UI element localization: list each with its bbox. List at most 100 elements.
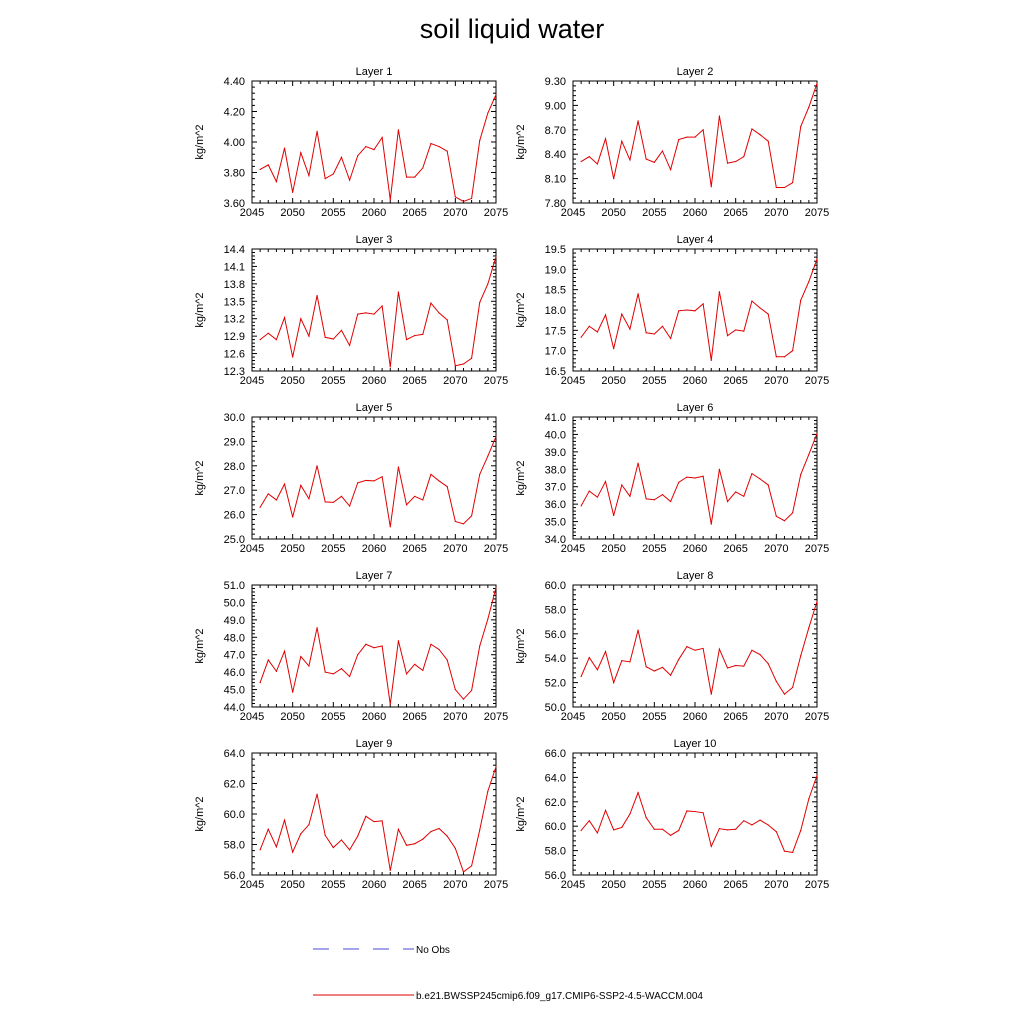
- y-tick-label: 28.0: [224, 461, 245, 473]
- y-tick-label: 4.00: [224, 137, 245, 149]
- y-tick-label: 34.0: [545, 534, 566, 546]
- x-tick-label: 2045: [240, 711, 264, 723]
- data-point: [751, 473, 753, 475]
- x-tick-label: 2060: [362, 207, 386, 219]
- panel-title: Layer 2: [677, 66, 714, 78]
- data-point: [726, 500, 729, 503]
- data-point: [308, 174, 310, 177]
- x-tick-label: 2050: [280, 207, 304, 219]
- y-tick-label: 49.0: [224, 615, 245, 627]
- panel-title: Layer 7: [356, 570, 393, 582]
- x-tick-label: 2060: [362, 375, 386, 387]
- x-tick-label: 2060: [362, 543, 386, 555]
- data-point: [580, 675, 582, 678]
- x-tick-label: 2065: [402, 207, 426, 219]
- data-point: [816, 258, 818, 260]
- x-tick-label: 2045: [240, 879, 264, 891]
- data-point: [259, 506, 261, 508]
- data-point: [357, 654, 359, 656]
- data-point: [686, 136, 688, 138]
- series-line: [259, 94, 497, 203]
- y-tick-label: 52.0: [545, 678, 566, 690]
- data-point: [332, 846, 334, 849]
- data-point: [487, 618, 489, 620]
- plot-frame: [251, 584, 497, 708]
- data-point: [702, 303, 704, 305]
- y-tick-label: 13.2: [224, 314, 245, 326]
- y-tick-label: 3.80: [224, 168, 245, 180]
- y-tick-label: 64.0: [545, 772, 566, 784]
- data-point: [267, 164, 269, 166]
- data-point: [308, 665, 310, 667]
- data-point: [588, 325, 590, 327]
- y-tick-label: 44.0: [224, 702, 245, 714]
- data-point: [332, 173, 334, 175]
- data-point: [259, 682, 261, 684]
- data-point: [775, 186, 777, 189]
- data-point: [767, 484, 769, 486]
- data-point: [365, 815, 367, 817]
- series-line: [580, 258, 818, 361]
- data-point: [661, 828, 664, 830]
- panel-title: Layer 5: [356, 402, 393, 414]
- data-point: [637, 120, 639, 122]
- x-tick-label: 2050: [280, 375, 304, 387]
- y-tick-label: 12.9: [224, 331, 245, 343]
- x-tick-label: 2055: [642, 375, 666, 387]
- y-tick-label: 41.0: [545, 412, 566, 424]
- data-point: [275, 499, 277, 501]
- data-point: [645, 498, 647, 500]
- x-tick-label: 2070: [443, 207, 467, 219]
- series-line: [259, 587, 497, 705]
- x-tick-label: 2045: [561, 375, 585, 387]
- data-point: [414, 495, 416, 497]
- x-tick-label: 2075: [484, 711, 508, 723]
- data-point: [357, 155, 359, 157]
- y-tick-label: 8.40: [545, 149, 566, 161]
- y-tick-label: 30.0: [224, 412, 245, 424]
- data-point: [808, 106, 810, 108]
- data-point: [743, 495, 745, 497]
- x-tick-label: 2070: [443, 375, 467, 387]
- y-tick-label: 18.0: [545, 305, 566, 317]
- data-point: [718, 291, 721, 293]
- x-tick-label: 2065: [402, 711, 426, 723]
- y-tick-label: 38.0: [545, 464, 566, 476]
- data-point: [743, 330, 745, 332]
- data-point: [373, 647, 375, 649]
- data-point: [292, 691, 294, 693]
- x-tick-label: 2070: [443, 711, 467, 723]
- data-point: [726, 335, 729, 337]
- data-point: [661, 493, 664, 496]
- data-point: [637, 792, 639, 794]
- y-axis-label: kg/m^2: [515, 796, 527, 831]
- data-point: [405, 339, 408, 341]
- data-point: [324, 671, 326, 673]
- data-point: [645, 817, 647, 819]
- data-point: [471, 689, 473, 692]
- data-point: [759, 307, 761, 309]
- chart-panel-layer-3: Layer 3 kg/m^2 2045 2050 2055 2060 2065 2070 207…: [194, 234, 508, 387]
- data-point: [775, 356, 777, 358]
- chart-panel-layer-7: Layer 7 kg/m^2 2045 2050 2055 2060 2065 2070 207…: [194, 570, 508, 723]
- data-point: [381, 820, 383, 822]
- data-point: [462, 871, 465, 873]
- data-point: [495, 255, 497, 258]
- data-point: [792, 686, 794, 689]
- panel-title: Layer 4: [677, 234, 714, 246]
- x-tick-label: 2075: [484, 879, 508, 891]
- series-line: [580, 83, 818, 189]
- plot-frame: [572, 80, 818, 204]
- data-point: [300, 833, 302, 835]
- data-point: [783, 186, 786, 189]
- data-point: [446, 150, 448, 152]
- data-point: [694, 136, 696, 138]
- x-tick-label: 2070: [764, 543, 788, 555]
- data-point: [430, 142, 432, 145]
- y-tick-label: 48.0: [224, 632, 245, 644]
- x-tick-label: 2050: [601, 375, 625, 387]
- data-point: [816, 82, 818, 85]
- data-point: [670, 169, 672, 171]
- data-point: [316, 465, 318, 467]
- x-tick-label: 2050: [280, 543, 304, 555]
